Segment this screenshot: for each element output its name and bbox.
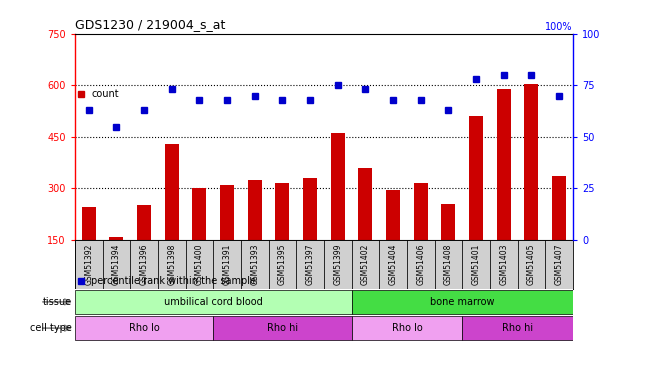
Text: percentile rank within the sample: percentile rank within the sample [91, 276, 256, 286]
FancyBboxPatch shape [130, 240, 158, 289]
Text: GSM51401: GSM51401 [471, 244, 480, 285]
Text: GSM51400: GSM51400 [195, 244, 204, 285]
Text: GSM51394: GSM51394 [112, 244, 121, 285]
Text: Rho lo: Rho lo [129, 323, 159, 333]
Text: GSM51404: GSM51404 [389, 244, 398, 285]
FancyBboxPatch shape [213, 240, 241, 289]
Bar [82, 207, 96, 240]
FancyBboxPatch shape [75, 290, 352, 314]
FancyBboxPatch shape [241, 240, 268, 289]
FancyBboxPatch shape [352, 316, 462, 340]
FancyBboxPatch shape [296, 240, 324, 289]
Bar [109, 237, 123, 240]
FancyBboxPatch shape [268, 240, 296, 289]
Text: GSM51392: GSM51392 [84, 244, 93, 285]
FancyBboxPatch shape [103, 240, 130, 289]
Text: cell type: cell type [30, 323, 72, 333]
FancyBboxPatch shape [186, 240, 213, 289]
Text: GSM51407: GSM51407 [555, 244, 564, 285]
FancyBboxPatch shape [352, 240, 379, 289]
Bar [303, 178, 317, 240]
FancyBboxPatch shape [158, 240, 186, 289]
Bar [331, 134, 344, 240]
Bar [220, 185, 234, 240]
FancyBboxPatch shape [462, 240, 490, 289]
FancyBboxPatch shape [379, 240, 407, 289]
FancyBboxPatch shape [407, 240, 435, 289]
Bar [552, 176, 566, 240]
Text: count: count [91, 89, 118, 99]
Text: Rho hi: Rho hi [267, 323, 298, 333]
Bar [525, 84, 538, 240]
Bar [137, 205, 151, 240]
Bar [441, 204, 455, 240]
Text: GSM51402: GSM51402 [361, 244, 370, 285]
FancyBboxPatch shape [518, 240, 545, 289]
Text: GSM51405: GSM51405 [527, 244, 536, 285]
Text: GSM51396: GSM51396 [139, 244, 148, 285]
Text: GSM51398: GSM51398 [167, 244, 176, 285]
Bar [469, 116, 483, 240]
FancyBboxPatch shape [324, 240, 352, 289]
Bar [414, 183, 428, 240]
FancyBboxPatch shape [75, 316, 213, 340]
FancyBboxPatch shape [490, 240, 518, 289]
Bar [193, 188, 206, 240]
FancyBboxPatch shape [352, 290, 573, 314]
Bar [248, 180, 262, 240]
Text: GSM51399: GSM51399 [333, 244, 342, 285]
Text: GSM51406: GSM51406 [416, 244, 425, 285]
Bar [386, 190, 400, 240]
FancyBboxPatch shape [75, 240, 103, 289]
Text: GSM51403: GSM51403 [499, 244, 508, 285]
Text: GSM51395: GSM51395 [278, 244, 287, 285]
Text: 100%: 100% [546, 22, 573, 32]
Text: Rho hi: Rho hi [502, 323, 533, 333]
Bar [275, 183, 289, 240]
Text: umbilical cord blood: umbilical cord blood [164, 297, 262, 307]
Text: GSM51393: GSM51393 [250, 244, 259, 285]
FancyBboxPatch shape [545, 240, 573, 289]
Text: Rho lo: Rho lo [391, 323, 422, 333]
Bar [165, 144, 178, 240]
FancyBboxPatch shape [213, 316, 352, 340]
Bar [359, 168, 372, 240]
Text: GSM51397: GSM51397 [305, 244, 314, 285]
Text: GDS1230 / 219004_s_at: GDS1230 / 219004_s_at [75, 18, 225, 31]
FancyBboxPatch shape [435, 240, 462, 289]
FancyBboxPatch shape [462, 316, 573, 340]
Text: GSM51391: GSM51391 [223, 244, 232, 285]
Text: tissue: tissue [42, 297, 72, 307]
Text: bone marrow: bone marrow [430, 297, 495, 307]
Bar [497, 89, 510, 240]
Text: GSM51408: GSM51408 [444, 244, 453, 285]
